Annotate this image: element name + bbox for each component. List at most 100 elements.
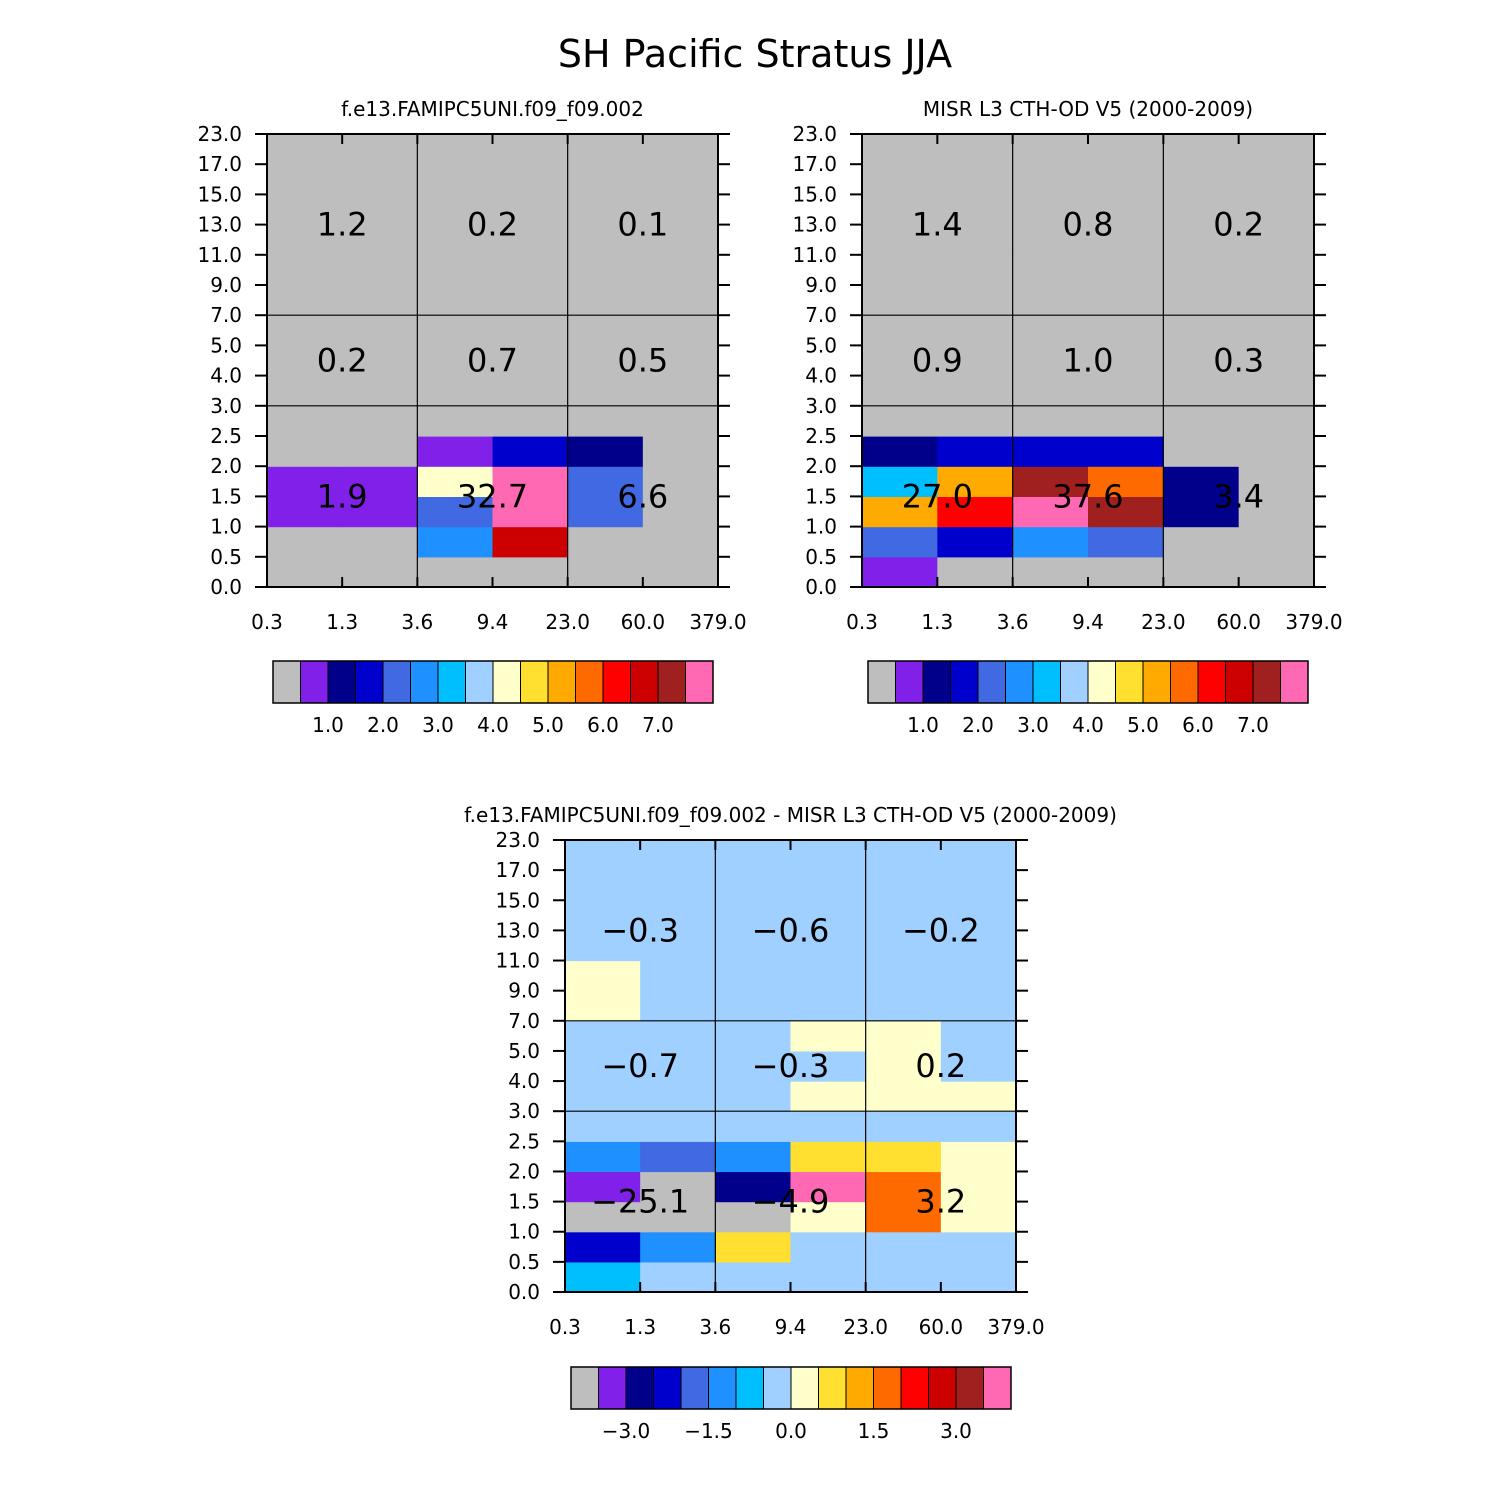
y-tick-label: 15.0 bbox=[495, 888, 540, 912]
heatmap-cell bbox=[940, 840, 1017, 871]
heatmap-cell bbox=[1012, 164, 1089, 195]
colorbar-swatch bbox=[602, 660, 631, 704]
heatmap-cell bbox=[642, 224, 719, 256]
y-tick-label: 17.0 bbox=[197, 152, 242, 176]
heatmap-cell bbox=[862, 375, 938, 407]
heatmap-cell bbox=[865, 960, 942, 992]
group-value-label: 3.4 bbox=[1213, 477, 1264, 515]
heatmap-cell bbox=[715, 1231, 792, 1263]
heatmap-cell bbox=[940, 1050, 1017, 1082]
y-tick-label: 9.0 bbox=[805, 273, 837, 297]
colorbar-label: 1.0 bbox=[312, 713, 344, 737]
x-tick-label: 3.6 bbox=[699, 1315, 731, 1339]
heatmap-cell bbox=[417, 134, 494, 165]
heatmap-cell bbox=[1088, 375, 1164, 407]
heatmap-cell bbox=[790, 990, 867, 1022]
x-tick-label: 23.0 bbox=[1141, 610, 1186, 634]
colorbar-label: −3.0 bbox=[602, 1419, 651, 1443]
colorbar-swatch bbox=[520, 660, 549, 704]
heatmap-cell bbox=[1238, 134, 1315, 165]
y-tick-label: 1.5 bbox=[210, 484, 242, 508]
heatmap-cell bbox=[862, 526, 938, 558]
heatmap-cell bbox=[640, 870, 716, 901]
heatmap-cell bbox=[715, 930, 792, 962]
heatmap-cell bbox=[715, 900, 792, 931]
colorbar-frame bbox=[867, 660, 1309, 704]
colorbar-swatch bbox=[657, 660, 686, 704]
heatmap-cell bbox=[267, 466, 343, 497]
heatmap-cell bbox=[565, 960, 641, 992]
group-value-label: 0.5 bbox=[617, 342, 668, 380]
heatmap-cell bbox=[715, 990, 792, 1022]
colorbar-swatch bbox=[867, 660, 896, 704]
heatmap-cell bbox=[267, 285, 343, 316]
heatmap-cell bbox=[1163, 405, 1240, 437]
colorbar-label: 1.0 bbox=[907, 713, 939, 737]
y-tick-label: 7.0 bbox=[210, 303, 242, 327]
heatmap-cell bbox=[1088, 224, 1164, 256]
heatmap-cell bbox=[1012, 436, 1089, 467]
heatmap-cell bbox=[1012, 466, 1089, 497]
heatmap-cell bbox=[567, 466, 644, 497]
y-tick-label: 0.5 bbox=[805, 545, 837, 569]
heatmap-cell bbox=[1163, 375, 1240, 407]
colorbar-swatch bbox=[355, 660, 384, 704]
heatmap-cell bbox=[790, 960, 867, 992]
heatmap-cell bbox=[1012, 405, 1089, 437]
y-tick-label: 0.5 bbox=[210, 545, 242, 569]
group-value-label: 1.2 bbox=[317, 206, 368, 244]
colorbar-swatch bbox=[873, 1366, 902, 1410]
y-tick-label: 9.0 bbox=[210, 273, 242, 297]
colorbar-swatch bbox=[547, 660, 576, 704]
colorbar-swatch bbox=[570, 1366, 599, 1410]
heatmap-cell bbox=[640, 1050, 716, 1082]
y-tick-label: 1.5 bbox=[805, 484, 837, 508]
heatmap-cell bbox=[417, 254, 494, 286]
heatmap-cell bbox=[640, 1201, 716, 1233]
x-tick-label: 0.3 bbox=[251, 610, 283, 634]
heatmap-cell bbox=[640, 990, 716, 1022]
group-value-label: 0.2 bbox=[467, 206, 518, 244]
x-tick-label: 9.4 bbox=[775, 1315, 807, 1339]
y-tick-label: 15.0 bbox=[792, 182, 837, 206]
heatmap-cell bbox=[565, 1111, 641, 1142]
heatmap-cell bbox=[865, 1201, 942, 1233]
heatmap-cell bbox=[940, 1171, 1017, 1203]
heatmap-cell bbox=[417, 315, 494, 346]
y-tick-label: 0.0 bbox=[508, 1280, 540, 1304]
heatmap-cell bbox=[862, 466, 938, 497]
heatmap-cell bbox=[862, 496, 938, 528]
heatmap-cell bbox=[640, 900, 716, 931]
colorbar-label: 4.0 bbox=[477, 713, 509, 737]
group-value-label: 1.9 bbox=[317, 477, 368, 515]
heatmap-cell bbox=[862, 436, 938, 467]
heatmap-cell bbox=[715, 870, 792, 901]
heatmap-cell bbox=[1088, 345, 1164, 377]
x-tick-label: 3.6 bbox=[401, 610, 433, 634]
heatmap-cell bbox=[937, 285, 1014, 316]
group-value-label: 0.1 bbox=[617, 206, 668, 244]
heatmap-cell bbox=[865, 1050, 942, 1082]
x-tick-label: 23.0 bbox=[843, 1315, 888, 1339]
colorbar-swatch bbox=[1142, 660, 1171, 704]
heatmap-cell bbox=[267, 134, 343, 165]
colorbar-label: 5.0 bbox=[532, 713, 564, 737]
heatmap-cell bbox=[267, 436, 343, 467]
panel-1: f.e13.FAMIPC5UNI.f09_f09.002 0.3 1.3 3.6 9.4… bbox=[197, 97, 746, 737]
x-tick-label: 3.6 bbox=[997, 610, 1029, 634]
y-tick-label: 1.0 bbox=[210, 515, 242, 539]
heatmap-cell bbox=[417, 224, 494, 256]
colorbar-label: 7.0 bbox=[642, 713, 674, 737]
heatmap-cell bbox=[1163, 436, 1240, 467]
y-tick-label: 13.0 bbox=[197, 213, 242, 237]
heatmap-cell bbox=[862, 254, 938, 286]
heatmap-cell bbox=[492, 254, 569, 286]
heatmap-cell bbox=[267, 254, 343, 286]
y-tick-label: 11.0 bbox=[197, 243, 242, 267]
heatmap-cell bbox=[940, 900, 1017, 931]
heatmap-cell bbox=[1012, 285, 1089, 316]
y-tick-label: 2.0 bbox=[508, 1159, 540, 1183]
heatmap-cell bbox=[640, 1141, 716, 1173]
heatmap-cell bbox=[567, 526, 644, 558]
